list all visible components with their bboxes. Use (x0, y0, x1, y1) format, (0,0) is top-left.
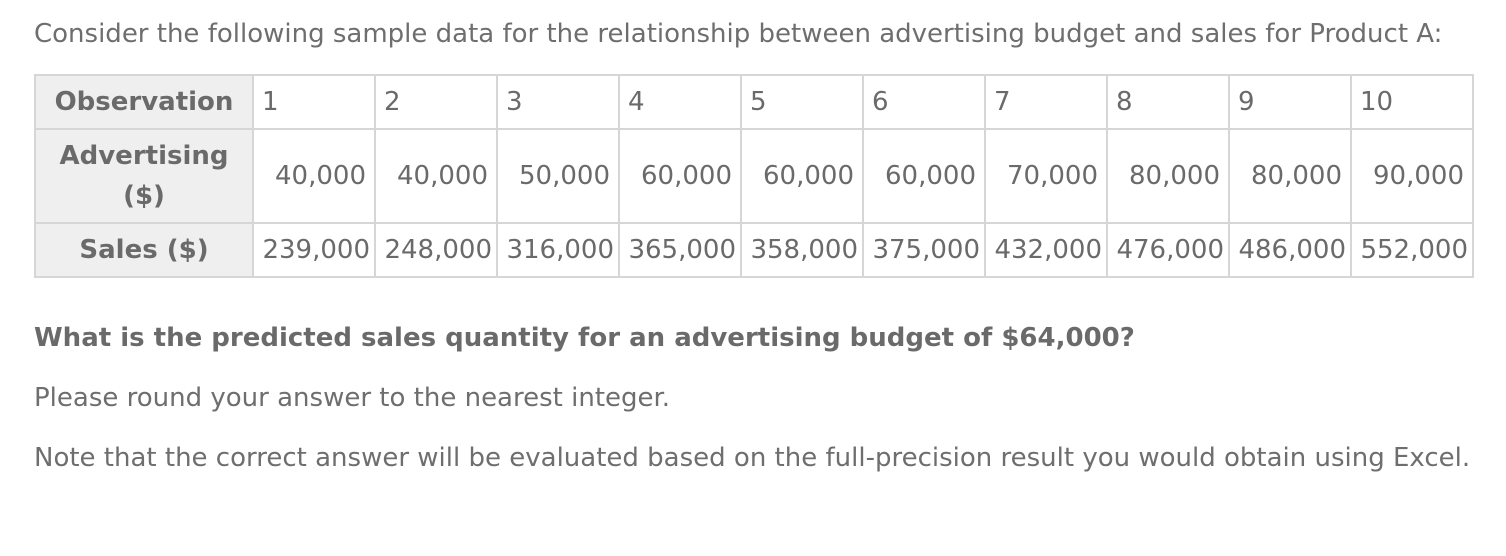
table-cell: 5 (740, 74, 864, 130)
intro-text: Consider the following sample data for t… (34, 19, 1443, 49)
table-cell: 9 (1228, 74, 1352, 130)
table-cell: 375,000 (862, 222, 986, 278)
table-cell: 1 (252, 74, 376, 130)
row-header-sales: Sales ($) (34, 222, 254, 278)
table-cell: 486,000 (1228, 222, 1352, 278)
table-cell: 40,000 (374, 128, 498, 224)
table-cell: 552,000 (1350, 222, 1474, 278)
table-cell: 365,000 (618, 222, 742, 278)
table-cell: 70,000 (984, 128, 1108, 224)
table-cell: 60,000 (618, 128, 742, 224)
data-table: Observation 1 2 3 4 5 6 7 8 9 10 Adverti… (34, 74, 1474, 278)
table-cell: 80,000 (1106, 128, 1230, 224)
table-cell: 4 (618, 74, 742, 130)
table-cell: 10 (1350, 74, 1474, 130)
table-cell: 8 (1106, 74, 1230, 130)
evaluation-note: Note that the correct answer will be eva… (34, 443, 1471, 473)
row-header-advertising: Advertising ($) (34, 128, 254, 224)
table-cell: 80,000 (1228, 128, 1352, 224)
table-row-sales: Sales ($) 239,000 248,000 316,000 365,00… (34, 222, 1474, 278)
row-header-advertising-line2: ($) (123, 181, 165, 211)
table-cell: 432,000 (984, 222, 1108, 278)
question-text: What is the predicted sales quantity for… (34, 323, 1135, 353)
rounding-instruction: Please round your answer to the nearest … (34, 383, 671, 413)
table-cell: 2 (374, 74, 498, 130)
table-cell: 60,000 (740, 128, 864, 224)
row-header-observation: Observation (34, 74, 254, 130)
table-cell: 476,000 (1106, 222, 1230, 278)
table-cell: 358,000 (740, 222, 864, 278)
table-cell: 90,000 (1350, 128, 1474, 224)
table-cell: 6 (862, 74, 986, 130)
table-cell: 40,000 (252, 128, 376, 224)
table-cell: 60,000 (862, 128, 986, 224)
table-cell: 316,000 (496, 222, 620, 278)
row-header-advertising-line1: Advertising (59, 141, 229, 171)
table-cell: 248,000 (374, 222, 498, 278)
table-cell: 7 (984, 74, 1108, 130)
table-cell: 3 (496, 74, 620, 130)
table-cell: 50,000 (496, 128, 620, 224)
table-row-observation: Observation 1 2 3 4 5 6 7 8 9 10 (34, 74, 1474, 130)
table-cell: 239,000 (252, 222, 376, 278)
table-row-advertising: Advertising ($) 40,000 40,000 50,000 60,… (34, 128, 1474, 224)
